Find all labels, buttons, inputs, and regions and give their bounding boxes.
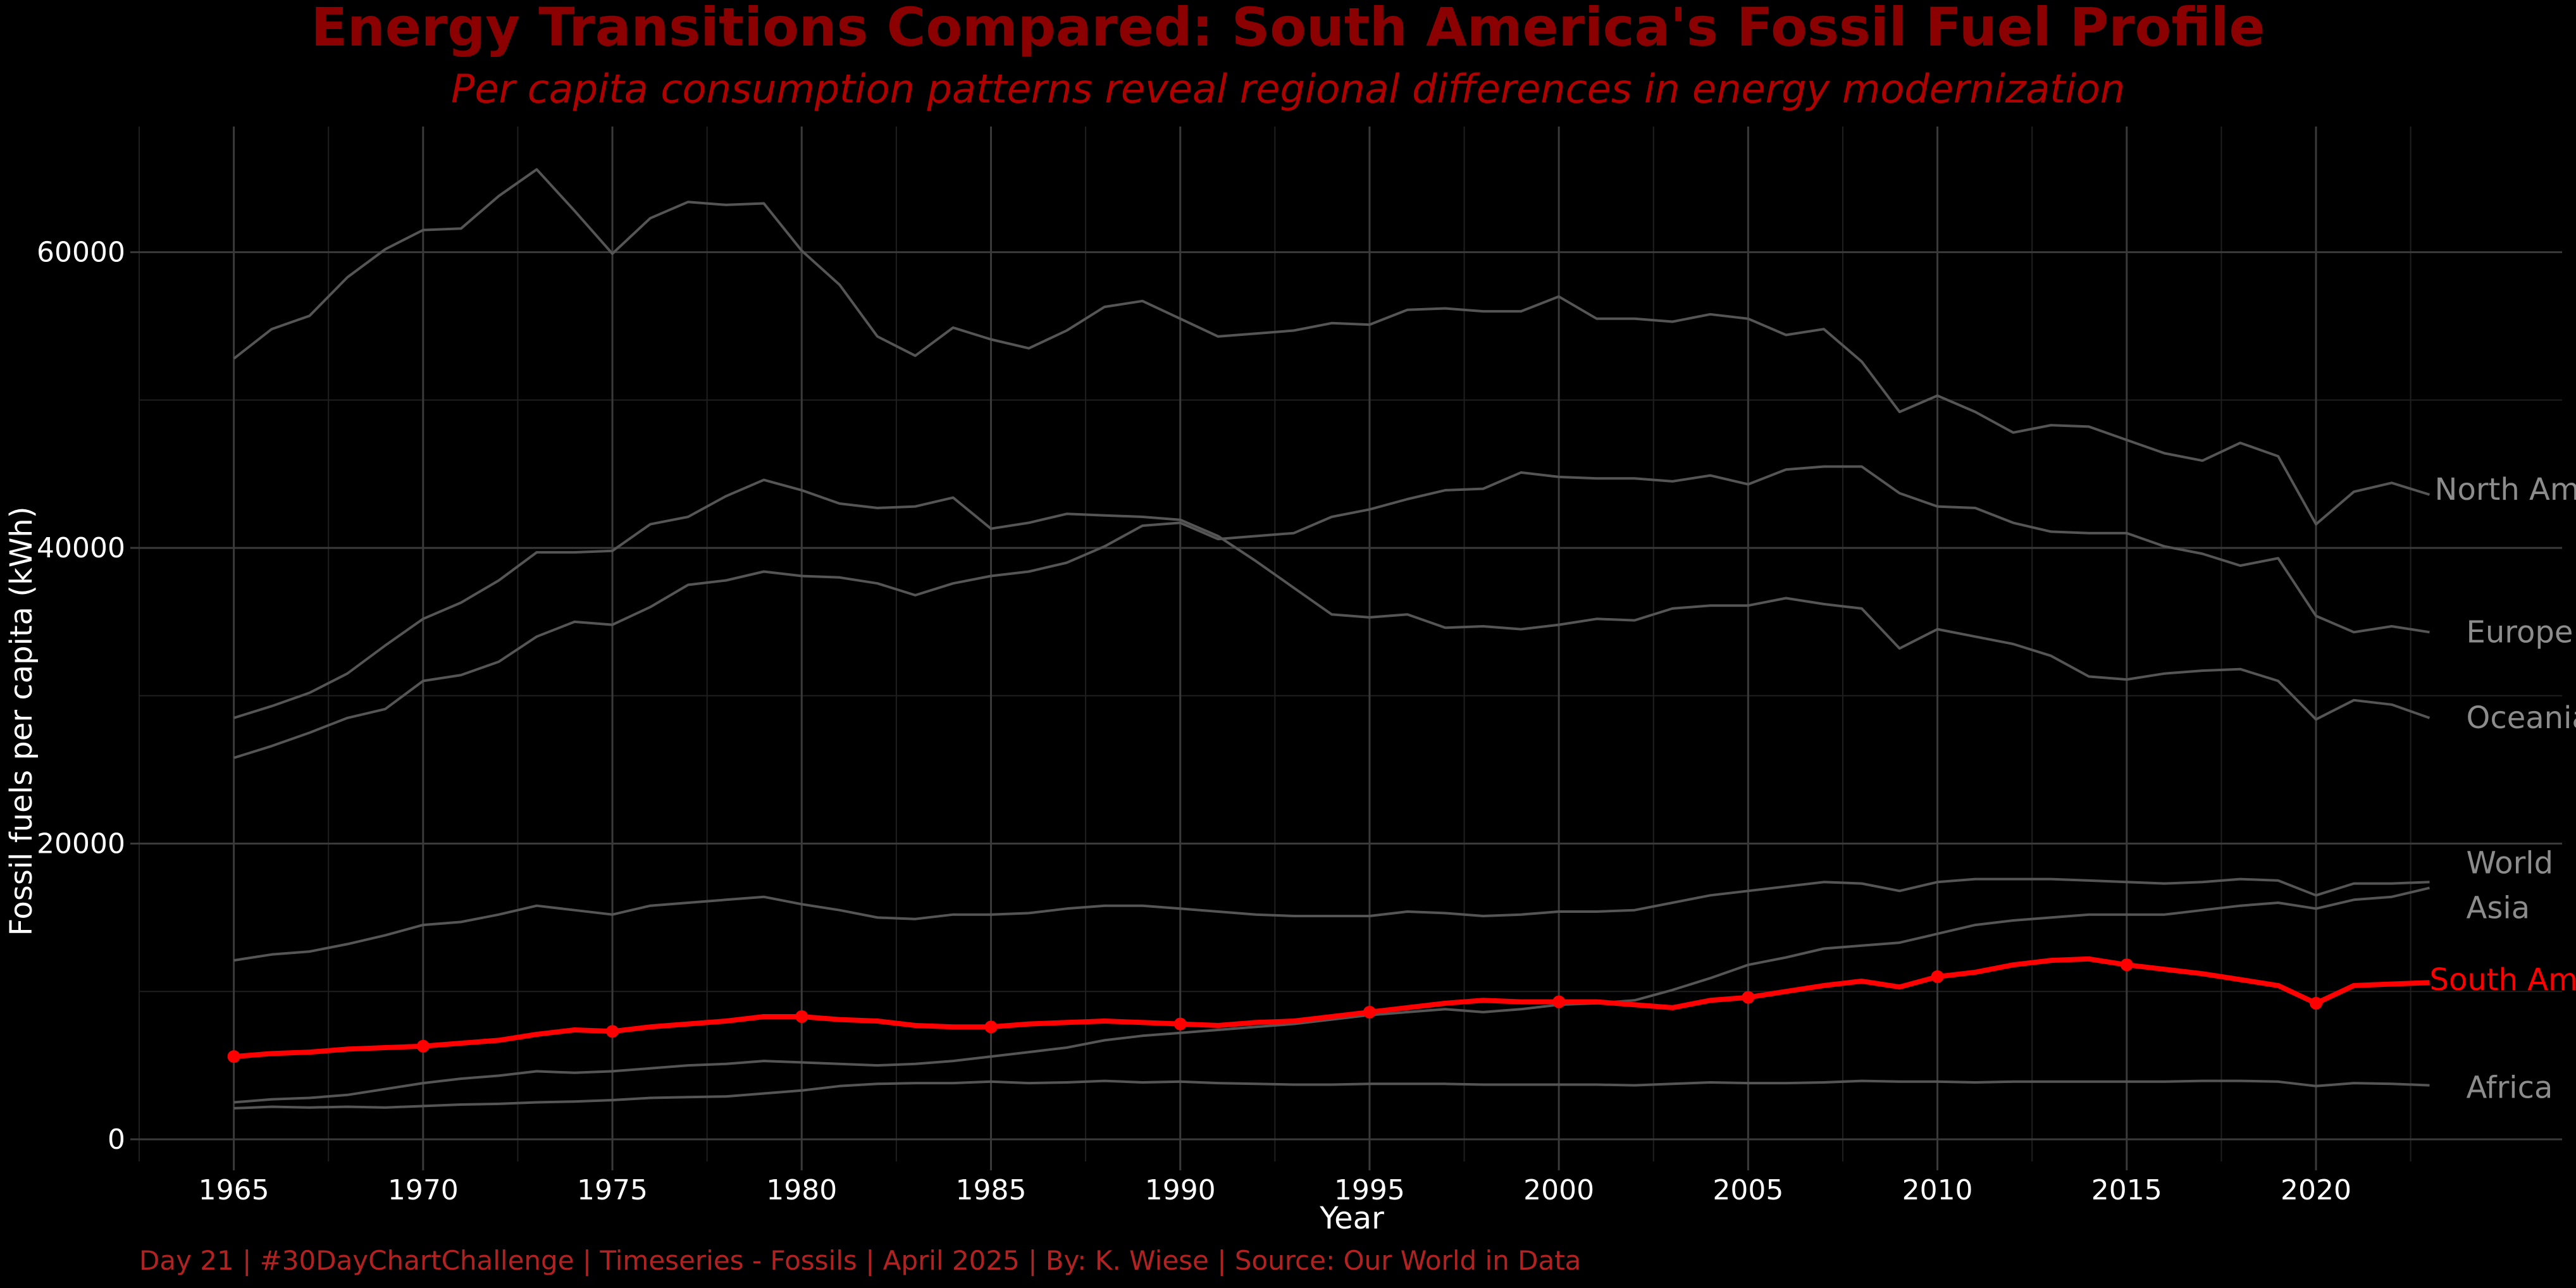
series-point-south-america	[2310, 996, 2323, 1010]
x-tick-label: 1985	[955, 1174, 1026, 1206]
highlight-series	[227, 956, 2430, 1063]
x-tick-label: 2005	[1712, 1174, 1783, 1206]
context-series-lines	[233, 168, 2430, 1110]
series-label-oceania: Oceania	[2467, 700, 2576, 736]
series-label-north-america: North America	[2435, 472, 2576, 507]
chart-subtitle: Per capita consumption patterns reveal r…	[451, 66, 2125, 112]
x-tick-label: 2020	[2281, 1174, 2351, 1206]
series-point-south-america	[1931, 970, 1944, 983]
x-axis-title: Year	[1319, 1201, 1384, 1236]
series-line-africa	[233, 1079, 2430, 1110]
series-label-europe: Europe	[2467, 614, 2573, 650]
x-tick-label: 2000	[1523, 1174, 1594, 1206]
series-line-north-america	[233, 168, 2430, 526]
series-point-south-america	[1742, 991, 1755, 1004]
series-label-asia: Asia	[2467, 891, 2530, 926]
x-tick-labels: 1965 1970 1975 1980 1985 1990 1995 2000 2005 2010…	[199, 1174, 2351, 1206]
x-tick-label: 2015	[2091, 1174, 2162, 1206]
y-tick-label: 0	[108, 1124, 125, 1156]
x-tick-label: 1965	[199, 1174, 269, 1206]
series-point-south-america	[795, 1010, 808, 1023]
y-axis-title: Fossil fuels per capita (kWh)	[4, 507, 39, 936]
series-label-africa: Africa	[2467, 1070, 2553, 1106]
major-gridlines	[139, 127, 2562, 1161]
series-label-south-america: South America	[2430, 962, 2576, 998]
series-point-south-america	[1552, 995, 1566, 1008]
chart-title: Energy Transitions Compared: South Ameri…	[311, 0, 2265, 58]
series-line-oceania	[233, 478, 2430, 721]
series-point-south-america	[1363, 1005, 1376, 1019]
y-tick-labels: 0 20000 40000 60000	[37, 237, 125, 1156]
series-end-labels: North America Oceania Europe World Asia Afric…	[2430, 472, 2576, 1106]
series-line-south-america	[233, 956, 2430, 1060]
series-line-europe	[233, 465, 2430, 759]
x-tick-label: 2010	[1902, 1174, 1973, 1206]
series-line-asia	[233, 886, 2430, 1104]
series-point-south-america	[2120, 958, 2133, 972]
series-label-world: World	[2467, 845, 2554, 881]
series-point-south-america	[984, 1020, 998, 1034]
y-tick-label: 20000	[37, 828, 125, 860]
minor-gridlines	[139, 127, 2562, 1161]
x-tick-label: 1990	[1145, 1174, 1216, 1206]
series-point-south-america	[1173, 1017, 1187, 1031]
x-tick-label: 1980	[766, 1174, 837, 1206]
series-point-south-america	[227, 1050, 240, 1063]
y-tick-label: 60000	[37, 237, 125, 269]
x-tick-label: 1995	[1334, 1174, 1405, 1206]
series-line-world	[233, 877, 2430, 962]
x-tick-label: 1970	[388, 1174, 459, 1206]
y-tick-label: 40000	[37, 532, 125, 564]
axis-ticks	[130, 251, 2317, 1170]
x-tick-label: 1975	[577, 1174, 648, 1206]
series-point-south-america	[416, 1039, 430, 1053]
caption: Day 21 | #30DayChartChallenge | Timeseri…	[139, 1245, 1581, 1276]
series-point-south-america	[606, 1025, 619, 1038]
